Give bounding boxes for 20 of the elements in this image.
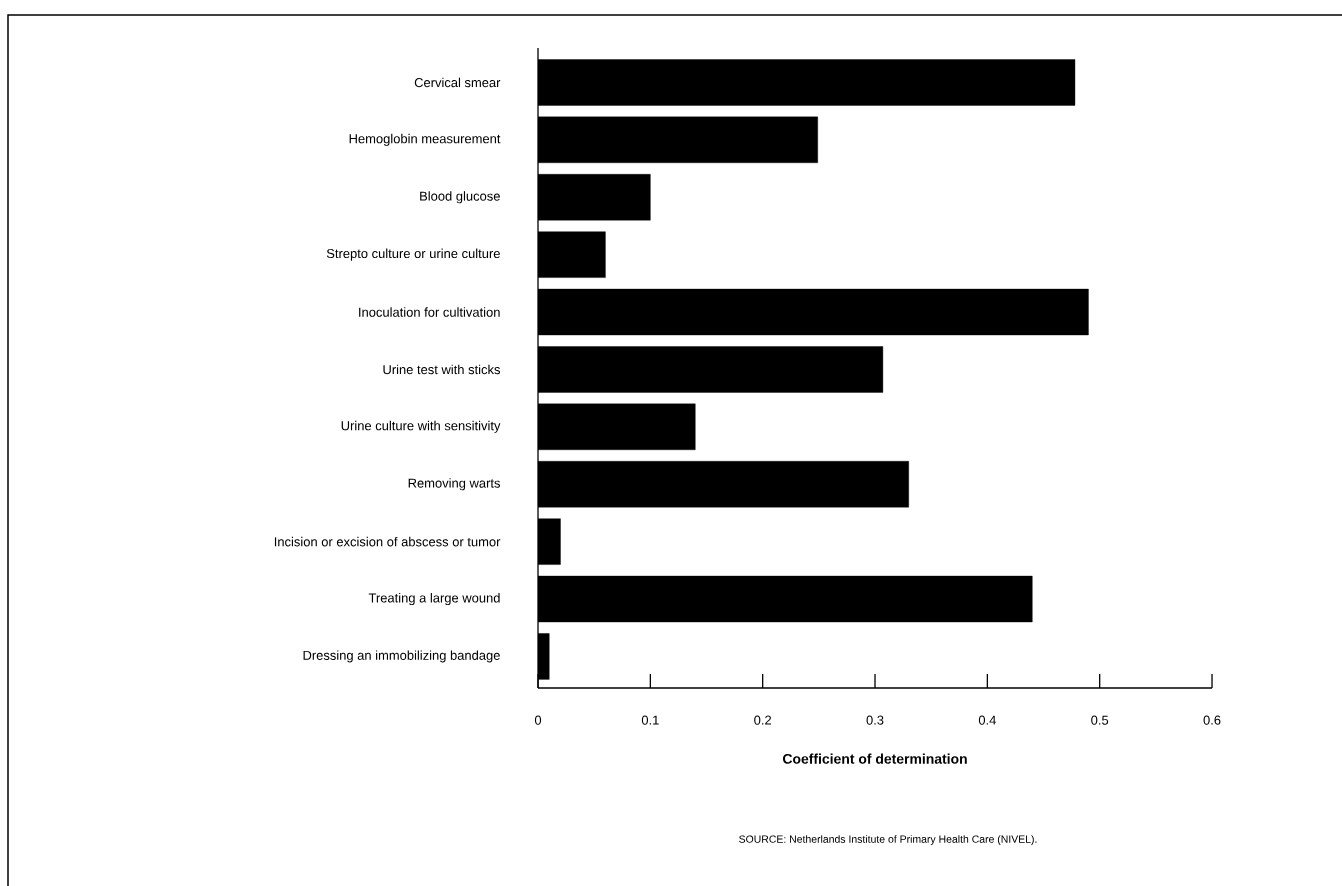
y-tick-label: Treating a large wound [368,592,500,606]
source-note: SOURCE: Netherlands Institute of Primary Health Care (NIVEL). [739,835,1037,845]
y-tick-label: Blood glucose [420,191,500,204]
x-axis-title: Coefficient of determination [782,753,967,764]
y-tick-label: Urine culture with sensitivity [341,420,501,433]
x-tick-label: 0.5 [1091,715,1109,725]
y-tick-label: Strepto culture or urine culture [326,248,500,261]
x-tick-label: 0.2 [754,715,772,725]
x-tick-label: 0 [534,715,542,725]
y-tick-label: Dressing an immobilizing bandage [303,650,500,663]
y-tick-label: Hemoglobin measurement [349,133,501,146]
y-tick-label: Urine test with sticks [383,364,501,375]
y-tick-label: Removing warts [408,478,500,491]
y-tick-label: Inoculation for cultivation [359,307,500,317]
x-tick-label: 0.1 [641,715,659,725]
x-tick-label: 0.3 [866,715,884,725]
x-tick-label: 0.6 [1203,715,1221,725]
y-tick-label: Incision or excision of abscess or tumor [274,536,501,547]
x-tick-label: 0.4 [978,715,996,725]
y-tick-label: Cervical smear [414,77,501,88]
